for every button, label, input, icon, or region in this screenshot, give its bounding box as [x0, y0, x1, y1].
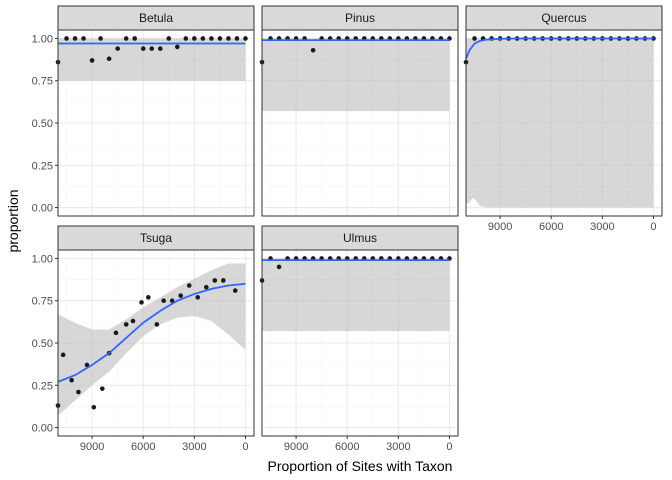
data-point — [178, 293, 184, 298]
data-point — [203, 284, 209, 290]
y-tick-label: 0.00 — [32, 203, 53, 215]
data-point — [200, 36, 206, 41]
data-point — [113, 330, 119, 336]
fit-line-quercus — [465, 37, 654, 60]
data-point — [175, 44, 180, 50]
y-tick-label: 0.75 — [32, 76, 53, 88]
data-point — [195, 295, 201, 300]
data-point — [115, 46, 120, 51]
x-axis-title: Proportion of Sites with Taxon — [268, 458, 453, 474]
strip-label-betula: Betula — [139, 11, 173, 25]
data-point — [60, 352, 66, 358]
y-tick-label: 0.25 — [32, 160, 53, 172]
confidence-ribbon-betula — [58, 38, 246, 81]
data-point — [72, 36, 78, 41]
panel-border — [261, 249, 459, 437]
x-tick-label: 6000 — [539, 221, 563, 233]
x-tick-label: 6000 — [335, 441, 359, 453]
data-point — [192, 36, 197, 41]
strip-label-ulmus: Ulmus — [343, 231, 377, 245]
data-point — [76, 389, 81, 395]
x-tick-label: 0 — [242, 441, 248, 453]
data-point — [139, 300, 144, 305]
data-point — [100, 386, 105, 391]
x-tick-label: 3000 — [386, 441, 410, 453]
strip-label-tsuga: Tsuga — [140, 231, 172, 245]
data-point — [154, 322, 160, 327]
strip-betula — [57, 5, 255, 31]
confidence-ribbon-ulmus — [262, 258, 450, 332]
data-point — [243, 36, 248, 41]
data-point — [186, 283, 192, 288]
data-point — [232, 288, 238, 293]
fit-line-tsuga — [57, 282, 246, 383]
x-tick-label: 9000 — [488, 221, 512, 233]
data-point — [89, 58, 95, 63]
x-tick-label: 0 — [446, 441, 452, 453]
data-point — [276, 264, 282, 270]
panel-border — [261, 29, 459, 217]
y-tick-label: 0.25 — [32, 380, 53, 392]
data-point — [130, 318, 136, 324]
data-point — [169, 298, 175, 304]
y-axis-title: proportion — [5, 189, 21, 252]
x-tick-label: 9000 — [284, 441, 308, 453]
panel-border — [465, 29, 663, 217]
data-point — [91, 404, 97, 410]
confidence-ribbon-quercus — [466, 38, 654, 208]
data-point — [106, 56, 112, 62]
data-point — [234, 36, 240, 41]
data-point — [64, 36, 69, 41]
data-point — [149, 46, 155, 51]
panel-betula: Betula 0.00 0.25 0.50 0.75 1.00 — [32, 5, 255, 217]
x-tick-label: 9000 — [80, 441, 104, 453]
data-point — [98, 36, 103, 41]
data-point — [209, 36, 214, 41]
y-tick-label: 0.50 — [32, 118, 53, 130]
y-tick-label: 0.75 — [32, 296, 53, 308]
x-tick-label: 3000 — [590, 221, 614, 233]
data-point — [81, 36, 86, 41]
data-point — [226, 36, 231, 41]
confidence-ribbon-tsuga — [58, 263, 246, 416]
x-tick-label: 3000 — [182, 441, 206, 453]
data-point — [146, 295, 151, 300]
confidence-ribbon-pinus — [262, 38, 450, 112]
data-point — [221, 278, 226, 283]
x-tick-label: 0 — [650, 221, 656, 233]
data-point — [123, 36, 129, 41]
panel-quercus: Quercus 9000 6000 3000 0 — [463, 5, 663, 233]
data-point — [472, 36, 477, 41]
y-tick-label: 1.00 — [32, 253, 53, 265]
data-point — [217, 36, 223, 41]
data-point — [123, 322, 129, 327]
data-point — [161, 298, 166, 304]
strip-quercus — [465, 5, 663, 31]
strip-ulmus — [261, 225, 459, 251]
data-point — [132, 36, 137, 41]
data-point — [166, 36, 172, 41]
data-point — [69, 377, 74, 383]
panel-ulmus: Ulmus 9000 6000 3000 0 — [259, 225, 459, 453]
data-point — [212, 278, 218, 283]
strip-label-pinus: Pinus — [345, 11, 375, 25]
x-tick-label: 6000 — [131, 441, 155, 453]
strip-label-quercus: Quercus — [541, 11, 586, 25]
panel-tsuga: Tsuga 0.00 0.25 0.50 0.75 1.00 9000 6000 3000 0 — [32, 225, 255, 453]
data-point — [310, 47, 316, 53]
strip-pinus — [261, 5, 459, 31]
panel-pinus: Pinus — [259, 5, 459, 217]
y-tick-label: 1.00 — [32, 33, 53, 45]
data-point — [140, 46, 146, 51]
data-point — [183, 36, 189, 41]
y-tick-label: 0.00 — [32, 423, 53, 435]
y-tick-label: 0.50 — [32, 338, 53, 350]
data-point — [157, 46, 163, 51]
data-point — [84, 362, 90, 368]
